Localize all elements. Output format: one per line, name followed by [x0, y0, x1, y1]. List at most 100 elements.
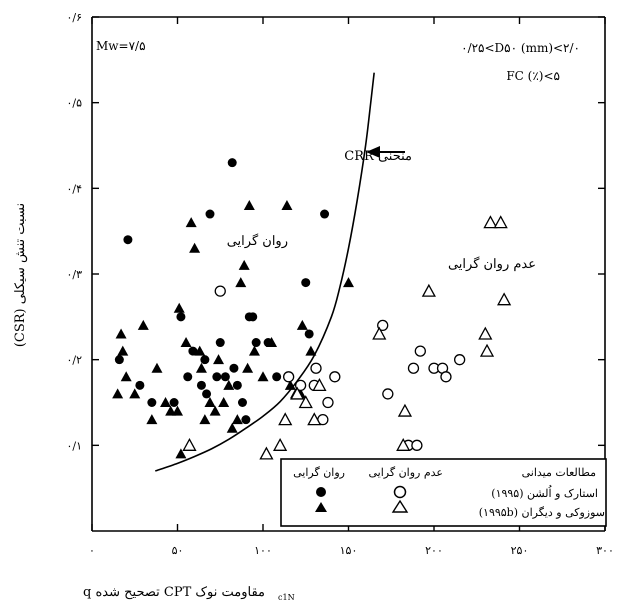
point-liq-triangle [160, 397, 172, 407]
point-liq-triangle [296, 319, 308, 330]
point-liq-triangle [243, 199, 255, 210]
legend-header-nonliq: عدم روان گرایی [369, 466, 444, 479]
point-nonliq-circle [294, 379, 307, 392]
point-liq-triangle [175, 448, 187, 459]
point-nonliq-triangle [478, 326, 493, 340]
point-liq-triangle [305, 345, 317, 356]
y-tick-label: ۰/۵ [66, 97, 82, 110]
crr-curve-group [155, 72, 375, 472]
x-axis-title-subscript: c1N [278, 593, 295, 602]
point-liq-circle [248, 312, 258, 322]
point-liq-triangle [185, 217, 197, 228]
point-nonliq-triangle [497, 292, 512, 306]
point-nonliq-circle [329, 371, 341, 383]
point-nonliq-triangle [259, 446, 274, 460]
point-liq-triangle [223, 379, 235, 390]
legend-header-title: مطالعات میدانی [522, 466, 597, 479]
point-nonliq-circle [214, 285, 226, 297]
point-liq-triangle [226, 422, 238, 433]
point-liq-triangle [146, 414, 158, 425]
legend: روان گرایی عدم روان گرایی مطالعات میدانی… [280, 458, 607, 527]
point-liq-triangle [173, 302, 185, 313]
point-liq-triangle [137, 319, 149, 330]
point-liq-triangle [266, 337, 278, 348]
legend-marker-open-circle [393, 485, 407, 499]
point-liq-triangle [129, 388, 141, 399]
plot-frame [91, 16, 606, 532]
point-nonliq-triangle [396, 437, 411, 451]
point-liq-circle [188, 346, 198, 356]
point-nonliq-circle [411, 439, 423, 451]
y-tick-label: ۰/۲ [66, 354, 82, 367]
point-liq-triangle [257, 371, 269, 382]
point-nonliq-triangle [421, 283, 436, 297]
point-nonliq-triangle [182, 437, 197, 451]
legend-row2-label: سوزوکی و دیگران (۱۹۹۵b) [479, 506, 605, 519]
legend-marker-filled-triangle [315, 502, 327, 512]
y-tick-label: ۰/۴ [66, 182, 82, 195]
point-nonliq-circle [407, 362, 420, 374]
y-tick-label: ۰/۱ [66, 439, 82, 452]
point-liq-circle [241, 415, 251, 425]
legend-row1-label: استارک و اُلشن (۱۹۹۵) [491, 485, 598, 500]
x-tick-label: ۵۰ [172, 544, 184, 557]
point-nonliq-triangle [307, 412, 322, 426]
point-liq-triangle [281, 199, 293, 210]
point-liq-triangle [115, 328, 127, 339]
point-nonliq-triangle [312, 378, 327, 392]
point-liq-triangle [204, 397, 216, 407]
point-liq-triangle [117, 345, 129, 356]
point-liq-circle [272, 372, 282, 382]
point-liq-circle [169, 398, 179, 407]
magnitude-label: Mw=۷/۵ [96, 39, 146, 53]
x-tick-label: ۲۵۰ [511, 544, 529, 557]
point-liq-circle [202, 389, 212, 399]
data-points-group [112, 158, 512, 460]
point-liq-circle [176, 312, 186, 322]
point-nonliq-circle [453, 354, 466, 366]
legend-marker-open-triangle [391, 499, 409, 513]
d50-range-label: ۰/۲۵<D۵۰ (mm)<۲/۰ [461, 41, 580, 55]
point-liq-triangle [180, 337, 192, 348]
y-tick-label: ۰/۶ [66, 11, 82, 24]
legend-header-liq: روان گرایی [293, 466, 345, 479]
point-liq-circle [200, 355, 210, 365]
point-liq-triangle [209, 405, 221, 416]
point-liq-circle [212, 372, 222, 382]
crr-curve-label: منحنی CRR [344, 149, 412, 164]
point-nonliq-triangle [483, 215, 498, 229]
fines-label: FC (٪)<۵ [506, 69, 560, 83]
y-tick-label: ۰/۳ [66, 268, 82, 281]
point-liq-circle [227, 158, 237, 168]
point-liq-triangle [151, 362, 163, 373]
point-liq-circle [304, 329, 314, 339]
x-tick-label: ۱۰۰ [254, 544, 272, 557]
point-nonliq-circle [282, 371, 295, 383]
point-nonliq-circle [322, 396, 334, 409]
x-tick-label: ۲۰۰ [425, 544, 443, 557]
point-liq-circle [251, 338, 261, 348]
point-liq-triangle [189, 242, 201, 253]
point-nonliq-triangle [273, 437, 288, 451]
point-liq-triangle [120, 371, 132, 382]
point-liq-circle [147, 398, 157, 407]
point-liq-triangle [343, 277, 354, 288]
point-liq-triangle [172, 405, 183, 416]
point-liq-triangle [218, 397, 230, 407]
tick-group: ۰ ۵۰ ۱۰۰ ۱۵۰ ۲۰۰ ۲۵۰ ۳۰۰ ۰/۱ ۰/۲ ۰/۳ ۰/۴ ۰/۵ ۰/۶ [66, 11, 613, 557]
point-liq-triangle [213, 354, 225, 365]
point-liq-circle [183, 372, 193, 382]
point-nonliq-triangle [278, 412, 293, 426]
point-liq-circle [205, 209, 215, 219]
x-tick-label: ۰ [89, 544, 95, 557]
point-nonliq-triangle [290, 386, 305, 400]
x-axis-title: مقاومت نوک CPT تصحیح شده q [83, 585, 265, 600]
x-tick-label: ۳۰۰ [596, 544, 614, 557]
crr-curve [155, 72, 375, 472]
point-liq-triangle [248, 345, 260, 356]
x-tick-label: ۱۵۰ [340, 544, 358, 557]
non-liquefaction-region-label: عدم روان گرایی [448, 256, 536, 272]
point-liq-triangle [231, 414, 243, 425]
point-nonliq-triangle [372, 326, 387, 340]
